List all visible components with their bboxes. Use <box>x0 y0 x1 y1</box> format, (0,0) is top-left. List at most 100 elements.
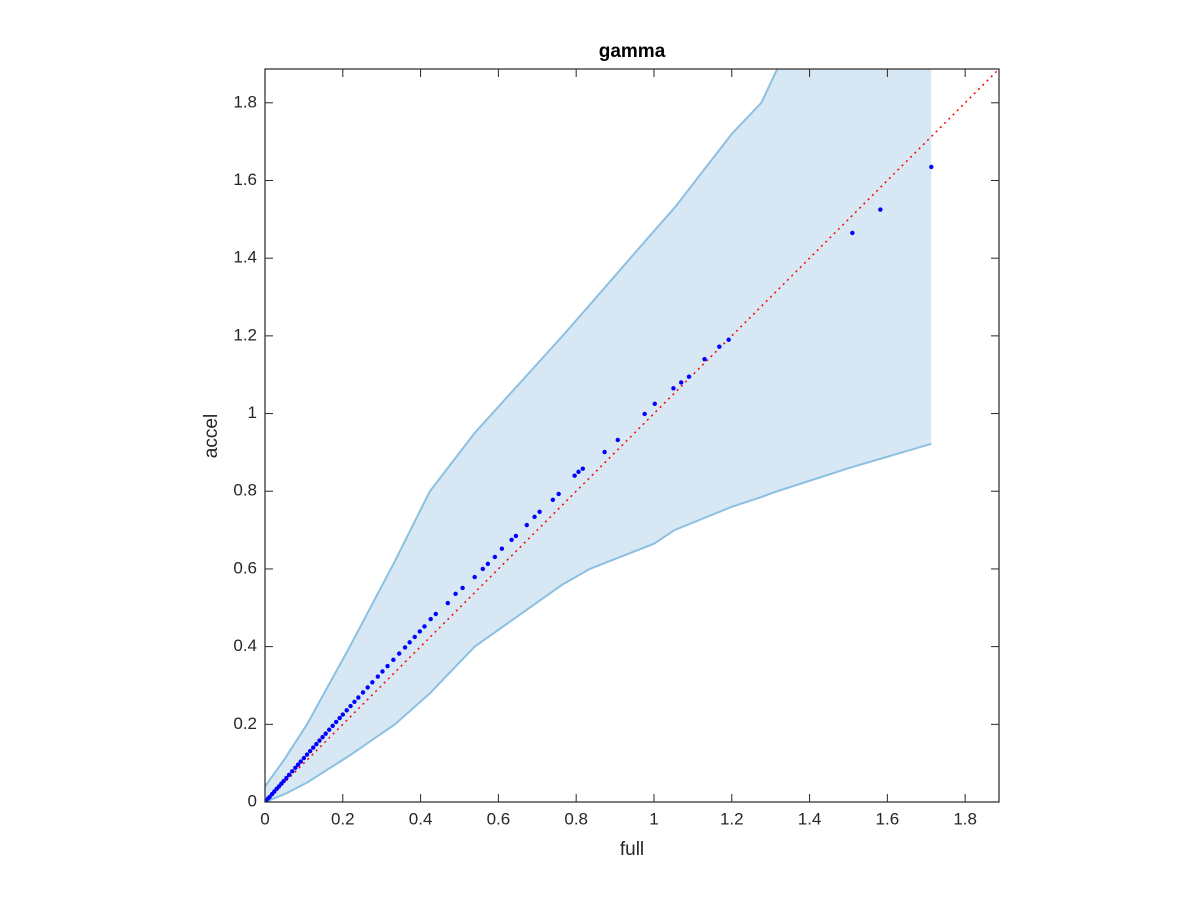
data-point <box>472 574 477 580</box>
data-point <box>375 674 381 679</box>
x-tick-label: 1.4 <box>798 809 822 828</box>
data-point <box>317 738 322 743</box>
data-point <box>428 616 433 622</box>
data-point <box>417 629 423 634</box>
data-point <box>572 473 577 478</box>
data-point <box>337 715 342 721</box>
data-point <box>576 469 581 475</box>
y-tick-label: 0.8 <box>233 481 257 500</box>
data-point <box>686 374 692 379</box>
data-point <box>422 624 427 629</box>
band-lower-line <box>265 442 932 802</box>
data-point <box>326 727 332 732</box>
data-point <box>333 719 339 725</box>
data-point <box>445 600 451 606</box>
data-point <box>320 734 325 740</box>
data-point <box>642 411 647 417</box>
data-point <box>385 663 390 669</box>
data-point <box>323 731 328 736</box>
band-upper-line <box>265 69 779 788</box>
y-tick-label: 0.2 <box>233 714 257 733</box>
x-tick-label: 1.8 <box>953 809 977 828</box>
data-point <box>311 745 316 750</box>
data-point <box>499 546 505 551</box>
y-tick-label: 0 <box>248 791 257 810</box>
data-point <box>380 669 385 674</box>
data-point <box>513 533 519 539</box>
data-point <box>402 645 408 650</box>
data-point <box>330 723 335 729</box>
y-axis-label: accel <box>201 414 222 458</box>
y-tick-label: 1.4 <box>233 248 257 267</box>
data-point <box>360 690 366 695</box>
x-tick-label: 0.8 <box>564 809 588 828</box>
data-point <box>537 509 542 515</box>
data-point <box>671 386 676 391</box>
y-tick-label: 0.6 <box>233 558 257 577</box>
data-point <box>652 401 657 407</box>
axes-box <box>264 68 1000 803</box>
confidence-band <box>265 69 932 802</box>
data-point <box>602 449 607 455</box>
data-point <box>679 380 684 385</box>
data-point <box>340 712 345 717</box>
data-point <box>290 769 295 774</box>
data-point <box>391 657 396 663</box>
x-axis-label: full <box>620 839 644 860</box>
data-point <box>281 778 286 784</box>
x-tick-label: 1.6 <box>876 809 900 828</box>
data-point <box>702 356 707 362</box>
data-point <box>407 640 412 645</box>
data-point <box>492 554 498 560</box>
y-tick-label: 1.8 <box>233 92 257 111</box>
x-tick-label: 1.2 <box>720 809 744 828</box>
plot-area <box>265 69 999 802</box>
data-point <box>433 611 438 617</box>
data-point <box>301 755 307 761</box>
y-tick-label: 1.2 <box>233 325 257 344</box>
data-point <box>412 634 417 640</box>
x-tick-label: 1 <box>649 809 658 828</box>
data-point <box>356 695 361 700</box>
data-point <box>298 759 303 764</box>
x-tick-label: 0.4 <box>409 809 433 828</box>
data-point <box>556 491 561 497</box>
data-point <box>286 772 292 778</box>
y-tick-label: 0.4 <box>233 636 257 655</box>
data-point <box>365 685 370 690</box>
y-tick-label: 1 <box>248 403 257 422</box>
identity-line <box>265 69 999 802</box>
data-point <box>726 337 731 342</box>
data-point <box>453 591 458 596</box>
data-point <box>352 699 357 704</box>
data-point <box>509 537 514 542</box>
chart-title: gamma <box>599 41 666 62</box>
data-point <box>348 703 353 709</box>
data-point <box>929 164 934 170</box>
data-point <box>524 522 529 528</box>
data-point <box>580 466 585 471</box>
y-tick-label: 1.6 <box>233 170 257 189</box>
data-point <box>293 765 298 771</box>
x-tick-label: 0 <box>260 809 269 828</box>
data-point <box>717 344 722 349</box>
data-point <box>460 585 465 591</box>
data-point <box>295 762 301 767</box>
data-point <box>878 207 883 212</box>
data-point <box>396 651 402 656</box>
data-point <box>314 741 319 747</box>
data-point <box>284 775 289 781</box>
data-point <box>370 680 375 685</box>
data-point <box>307 748 313 754</box>
data-point <box>344 708 349 713</box>
data-point <box>485 561 491 567</box>
data-point <box>532 514 537 520</box>
data-point <box>850 230 855 236</box>
data-point <box>550 497 556 502</box>
x-tick-label: 0.6 <box>487 809 511 828</box>
data-point <box>304 752 310 757</box>
data-point <box>615 437 621 443</box>
data-point <box>480 566 486 572</box>
